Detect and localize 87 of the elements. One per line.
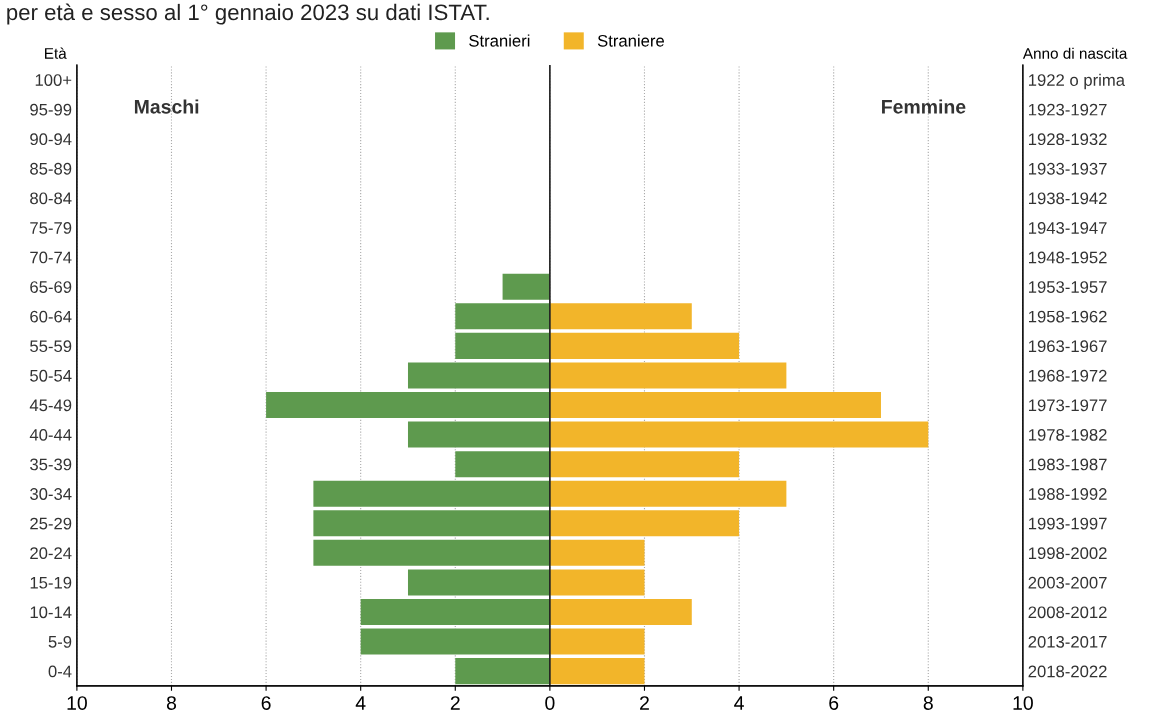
x-tick-label: 10	[1013, 696, 1033, 710]
y2-tick-label: 1998-2002	[1029, 547, 1107, 560]
y-tick-label: 95-99	[30, 103, 72, 116]
y-tick-label: 5-9	[48, 635, 72, 648]
y2-tick-label: 1922 o prima	[1029, 73, 1126, 90]
y2-tick-label: 1923-1927	[1029, 103, 1107, 116]
y-tick-label: 85-89	[30, 162, 72, 175]
x-tick-label: 10	[67, 696, 87, 710]
bar	[360, 628, 550, 655]
y-tick-label: 40-44	[29, 428, 72, 441]
y-tick-label: 90-94	[30, 133, 72, 146]
bar	[549, 628, 645, 655]
chart-title: per età e sesso al 1° gennaio 2023 su dati ISTAT.	[7, 3, 489, 25]
legend-label: Stranieri	[469, 34, 530, 47]
bar	[360, 598, 550, 625]
bar	[407, 569, 550, 596]
y-tick-label: 45-49	[29, 399, 72, 412]
bar	[455, 332, 550, 359]
y2-tick-label: 1963-1967	[1029, 340, 1107, 353]
bar	[407, 421, 550, 448]
y-tick-label: 65-69	[30, 281, 72, 293]
y-tick-label: 30-34	[30, 488, 72, 500]
y2-tick-label: 2013-2017	[1028, 635, 1107, 648]
bar	[549, 421, 929, 448]
y2-tick-label: 1933-1937	[1029, 162, 1107, 175]
y-axis-title: Età	[45, 47, 67, 59]
y-tick-label: 50-54	[30, 369, 72, 382]
bar	[549, 362, 787, 389]
y-tick-label: 0-4	[48, 665, 72, 678]
y2-tick-label: 1993-1997	[1029, 517, 1107, 530]
y2-tick-label: 1953-1957	[1029, 281, 1107, 293]
x-tick-label: 2	[640, 696, 649, 710]
y2-tick-label: 1943-1947	[1029, 222, 1107, 234]
y2-tick-label: 1968-1972	[1029, 369, 1107, 382]
bar	[549, 510, 740, 537]
x-tick-label: 8	[923, 696, 933, 710]
x-tick-label: 4	[734, 696, 744, 710]
x-tick-label: 6	[829, 696, 839, 710]
bar	[313, 539, 550, 566]
y2-tick-label: 1948-1952	[1029, 251, 1107, 264]
bar	[313, 480, 550, 507]
bar	[549, 658, 645, 685]
bar	[549, 303, 692, 330]
bar	[549, 332, 740, 359]
bar	[549, 598, 692, 625]
y-tick-label: 70-74	[30, 251, 72, 264]
y-tick-label: 25-29	[30, 517, 72, 530]
bar	[549, 569, 645, 596]
legend-label: Straniere	[597, 34, 664, 47]
annotation: Femmine	[882, 99, 966, 114]
bar	[549, 392, 881, 419]
y2-tick-label: 1973-1977	[1029, 399, 1107, 412]
y-tick-label: 60-64	[30, 310, 72, 323]
y-tick-label: 35-39	[30, 458, 72, 471]
bar	[407, 362, 550, 389]
bar	[455, 451, 550, 478]
bar	[455, 303, 550, 330]
x-tick-label: 6	[261, 696, 271, 710]
bar	[455, 658, 550, 685]
x-tick-label: 0	[545, 696, 555, 710]
y2-tick-label: 2003-2007	[1028, 576, 1107, 589]
y2-tick-label: 1983-1987	[1029, 458, 1107, 471]
y-tick-label: 20-24	[30, 547, 72, 560]
bar	[502, 273, 550, 300]
annotation: Maschi	[134, 99, 199, 114]
x-tick-label: 4	[355, 696, 366, 710]
y-tick-label: 55-59	[30, 340, 72, 353]
y-tick-label: 15-19	[30, 576, 72, 589]
y2-tick-label: 1978-1982	[1029, 428, 1107, 441]
y2-tick-label: 1938-1942	[1029, 192, 1107, 205]
y-tick-label: 75-79	[30, 222, 72, 234]
y2-tick-label: 1988-1992	[1029, 488, 1107, 500]
bar	[313, 510, 550, 537]
y-tick-label: 10-14	[30, 606, 72, 619]
y2-axis-title: Anno di nascita	[1022, 47, 1128, 59]
x-tick-label: 2	[450, 696, 460, 710]
bar	[549, 480, 787, 507]
y-tick-label: 100+	[35, 74, 72, 86]
y2-tick-label: 1928-1932	[1029, 133, 1107, 146]
x-tick-label: 8	[166, 696, 177, 710]
bar	[266, 392, 550, 419]
y-tick-label: 80-84	[30, 192, 72, 205]
bar	[549, 451, 740, 478]
y2-tick-label: 2018-2022	[1028, 665, 1107, 678]
bar	[549, 539, 645, 566]
y2-tick-label: 2008-2012	[1028, 606, 1107, 619]
y2-tick-label: 1958-1962	[1029, 310, 1107, 323]
